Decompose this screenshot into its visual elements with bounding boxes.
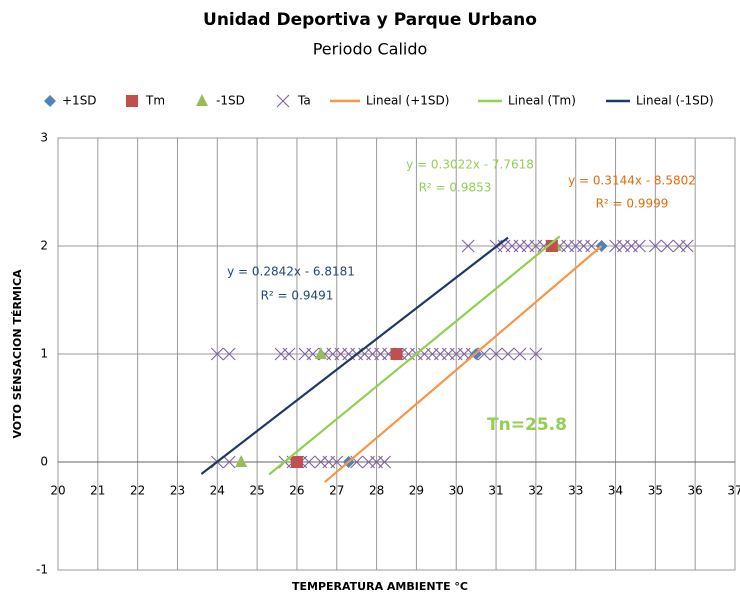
x-tick-label: 36 [688,484,703,498]
trendline [200,236,509,475]
x-tick-label: 29 [409,484,424,498]
x-tick-label: 22 [130,484,145,498]
marker-x [330,455,344,469]
annotation: y = 0.2842x - 6.8181 [227,265,355,279]
x-tick-label: 25 [249,484,264,498]
marker-x [210,347,224,361]
y-tick-label: 2 [40,239,48,253]
y-tick-label: 1 [40,347,48,361]
marker-x [513,347,527,361]
y-tick-label: -1 [36,563,48,577]
annotation: y = 0.3022x - 7.7618 [406,158,534,172]
marker-square [545,240,558,252]
x-tick-label: 26 [289,484,304,498]
legend-label: Ta [297,94,311,108]
marker-x [282,347,296,361]
x-tick-label: 28 [369,484,384,498]
chart-subtitle: Periodo Calido [313,40,428,59]
x-tick-label: 37 [727,484,740,498]
x-tick-label: 34 [608,484,623,498]
chart-title: Unidad Deportiva y Parque Urbano [203,10,537,30]
trendline [268,235,561,476]
marker-x [489,347,503,361]
marker-square [290,456,303,468]
marker-diamond [44,95,56,107]
x-tick-label: 21 [90,484,105,498]
marker-x [302,455,316,469]
marker-x [633,239,646,253]
annotation: R² = 0.9999 [596,197,669,211]
marker-x [276,94,290,108]
marker-triangle [314,347,327,359]
marker-x [648,239,662,253]
x-tick-label: 24 [210,484,225,498]
legend-label: Tm [145,94,165,108]
x-tick-label: 27 [329,484,344,498]
marker-x [529,347,543,361]
x-tick-label: 33 [568,484,583,498]
y-tick-label: 0 [40,455,48,469]
legend-label: Lineal (-1SD) [636,94,714,108]
marker-triangle [235,455,248,467]
marker-square [126,95,138,107]
trendline [324,245,603,483]
marker-triangle [196,94,208,106]
legend-label: Lineal (+1SD) [366,94,449,108]
annotation: y = 0.3144x - 8.5802 [568,174,696,188]
marker-x [222,455,236,469]
x-axis-label: TEMPERATURA AMBIENTE °C [292,580,468,593]
x-tick-label: 31 [488,484,503,498]
x-tick-label: 35 [648,484,663,498]
x-tick-label: 30 [449,484,464,498]
legend-label: -1SD [216,94,245,108]
marker-x [222,347,236,361]
annotation: R² = 0.9491 [261,289,334,303]
legend-label: Lineal (Tm) [508,94,576,108]
marker-x [461,239,475,253]
y-tick-label: 3 [40,131,48,145]
marker-x [680,239,694,253]
marker-x [378,455,391,469]
marker-x [660,239,674,253]
annotation: R² = 0.9853 [419,181,492,195]
x-tick-label: 32 [528,484,543,498]
annotation: Tn=25.8 [487,415,567,435]
marker-x [501,347,515,361]
marker-square [390,348,403,360]
y-axis-label: VOTO SÉNSACION TÉRMICA [11,269,24,439]
legend-label: +1SD [62,94,97,108]
x-tick-label: 20 [50,484,65,498]
x-tick-label: 23 [170,484,185,498]
